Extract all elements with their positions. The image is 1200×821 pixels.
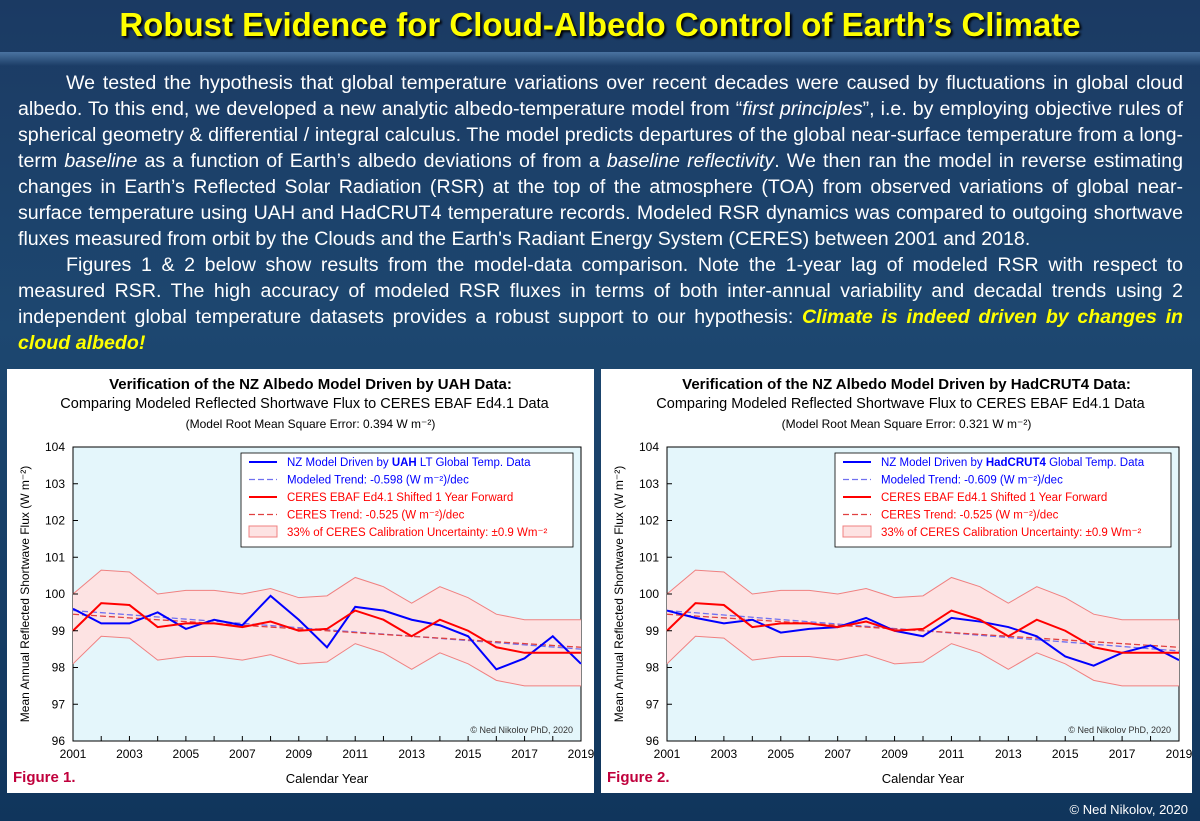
y-tick-label: 102 <box>45 514 65 528</box>
legend-box <box>834 452 1172 548</box>
legend-box <box>240 452 574 548</box>
intro-emphasis: first principles <box>742 98 863 120</box>
intro-text-segment: ”, i.e. by employing objective rules of … <box>18 98 1183 172</box>
x-tick-label: 2017 <box>1109 747 1136 761</box>
x-tick-label: 2015 <box>1052 747 1079 761</box>
y-axis-label: Mean Annual Reflected Shortwave Flux (W … <box>612 466 626 722</box>
legend-entry: 33% of CERES Calibration Uncertainty: ±0… <box>287 527 548 539</box>
x-tick-label: 2009 <box>285 747 312 761</box>
legend-entry: Modeled Trend: -0.598 (W m⁻²)/dec <box>287 475 469 487</box>
y-tick-label: 100 <box>639 587 659 601</box>
title-divider <box>0 52 1200 66</box>
intro-emphasis: baseline reflectivity <box>606 150 775 172</box>
x-tick-label: 2013 <box>995 747 1022 761</box>
y-tick-label: 100 <box>45 587 65 601</box>
figure-2-panel: Verification of the NZ Albedo Model Driv… <box>601 369 1192 793</box>
intro-emphasis: baseline <box>64 150 138 172</box>
legend-entry: CERES EBAF Ed4.1 Shifted 1 Year Forward <box>287 492 513 504</box>
x-tick-label: 2019 <box>1166 747 1192 761</box>
chart-subtitle: Comparing Modeled Reflected Shortwave Fl… <box>656 396 1145 412</box>
legend-entry: NZ Model Driven by HadCRUT4 Global Temp.… <box>881 457 1145 469</box>
y-tick-label: 98 <box>52 661 66 675</box>
x-tick-label: 2007 <box>824 747 851 761</box>
y-tick-label: 97 <box>52 697 66 711</box>
uncertainty-band-upper-edge <box>72 569 581 621</box>
y-tick-label: 101 <box>639 550 659 564</box>
y-tick-label: 98 <box>646 661 660 675</box>
x-tick-label: 2003 <box>116 747 143 761</box>
intro-text: We tested the hypothesis that global tem… <box>18 70 1183 356</box>
x-tick-label: 2017 <box>511 747 538 761</box>
y-tick-label: 96 <box>646 734 660 748</box>
intro-text-segment: . We then ran the model in reverse estim… <box>18 150 1183 250</box>
model-series-line <box>72 594 582 671</box>
chart-copyright: © Ned Nikolov PhD, 2020 <box>470 725 573 735</box>
y-tick-label: 102 <box>639 514 659 528</box>
figure-2-label: Figure 2. <box>607 769 670 786</box>
y-tick-label: 104 <box>639 440 659 454</box>
figure-1-label: Figure 1. <box>13 769 76 786</box>
x-axis-label: Calendar Year <box>286 771 369 786</box>
y-axis-label: Mean Annual Reflected Shortwave Flux (W … <box>18 466 32 722</box>
x-tick-label: 2013 <box>398 747 425 761</box>
chart-title: Verification of the NZ Albedo Model Driv… <box>682 376 1131 393</box>
x-tick-label: 2005 <box>173 747 200 761</box>
conclusion-highlight: Climate is indeed driven by changes in c… <box>18 306 1183 354</box>
page-title: Robust Evidence for Cloud-Albedo Control… <box>119 6 1081 43</box>
chart-title: Verification of the NZ Albedo Model Driv… <box>109 376 512 393</box>
x-tick-label: 2009 <box>881 747 908 761</box>
chart-copyright: © Ned Nikolov PhD, 2020 <box>1068 725 1171 735</box>
footer-credit: © Ned Nikolov, 2020 <box>1069 802 1188 817</box>
y-tick-label: 101 <box>45 550 65 564</box>
model-series-line <box>666 609 1180 667</box>
x-tick-label: 2007 <box>229 747 256 761</box>
ceres-series-line <box>666 602 1179 654</box>
legend-swatch <box>842 525 872 538</box>
ceres-series-line <box>72 602 581 654</box>
intro-text-segment: We tested the hypothesis that global tem… <box>18 72 1183 120</box>
chart-rmse-note: (Model Root Mean Square Error: 0.321 W m… <box>782 417 1032 431</box>
x-tick-label: 2015 <box>455 747 482 761</box>
legend-entry: NZ Model Driven by UAH LT Global Temp. D… <box>287 457 531 469</box>
uncertainty-band-lower-edge <box>72 635 581 687</box>
uncertainty-band-lower-edge <box>666 635 1179 687</box>
legend-entry: 33% of CERES Calibration Uncertainty: ±0… <box>881 527 1142 539</box>
intro-text-segment: as a function of Earth’s albedo deviatio… <box>137 150 607 172</box>
intro-paragraph-1: We tested the hypothesis that global tem… <box>18 70 1183 252</box>
y-tick-label: 103 <box>45 477 65 491</box>
x-tick-label: 2001 <box>654 747 681 761</box>
legend-entry: CERES Trend: -0.525 (W m⁻²)/dec <box>881 510 1059 522</box>
legend-entry: Modeled Trend: -0.609 (W m⁻²)/dec <box>881 475 1063 487</box>
x-tick-label: 2019 <box>568 747 594 761</box>
intro-paragraph-2: Figures 1 & 2 below show results from th… <box>18 252 1183 356</box>
legend-swatch <box>248 525 278 538</box>
legend-entry: CERES EBAF Ed4.1 Shifted 1 Year Forward <box>881 492 1107 504</box>
figure-1-chart: Verification of the NZ Albedo Model Driv… <box>18 376 594 786</box>
figure-1-panel: Verification of the NZ Albedo Model Driv… <box>7 369 594 793</box>
x-tick-label: 2003 <box>711 747 738 761</box>
y-tick-label: 104 <box>45 440 65 454</box>
intro-text-segment: Figures 1 & 2 below show results from th… <box>18 254 1183 328</box>
legend-entry: CERES Trend: -0.525 (W m⁻²)/dec <box>287 510 465 522</box>
x-tick-label: 2005 <box>767 747 794 761</box>
ceres-trend-line <box>72 613 582 648</box>
y-tick-label: 103 <box>639 477 659 491</box>
x-tick-label: 2011 <box>939 747 965 761</box>
y-tick-label: 99 <box>52 624 66 638</box>
figure-2-chart: Verification of the NZ Albedo Model Driv… <box>612 376 1192 786</box>
y-tick-label: 99 <box>646 624 660 638</box>
uncertainty-band-upper-edge <box>666 569 1179 621</box>
chart-subtitle: Comparing Modeled Reflected Shortwave Fl… <box>60 396 549 412</box>
y-tick-label: 97 <box>646 697 660 711</box>
chart-rmse-note: (Model Root Mean Square Error: 0.394 W m… <box>186 417 436 431</box>
y-tick-label: 96 <box>52 734 66 748</box>
x-axis-label: Calendar Year <box>882 771 965 786</box>
x-tick-label: 2011 <box>342 747 368 761</box>
x-tick-label: 2001 <box>60 747 87 761</box>
